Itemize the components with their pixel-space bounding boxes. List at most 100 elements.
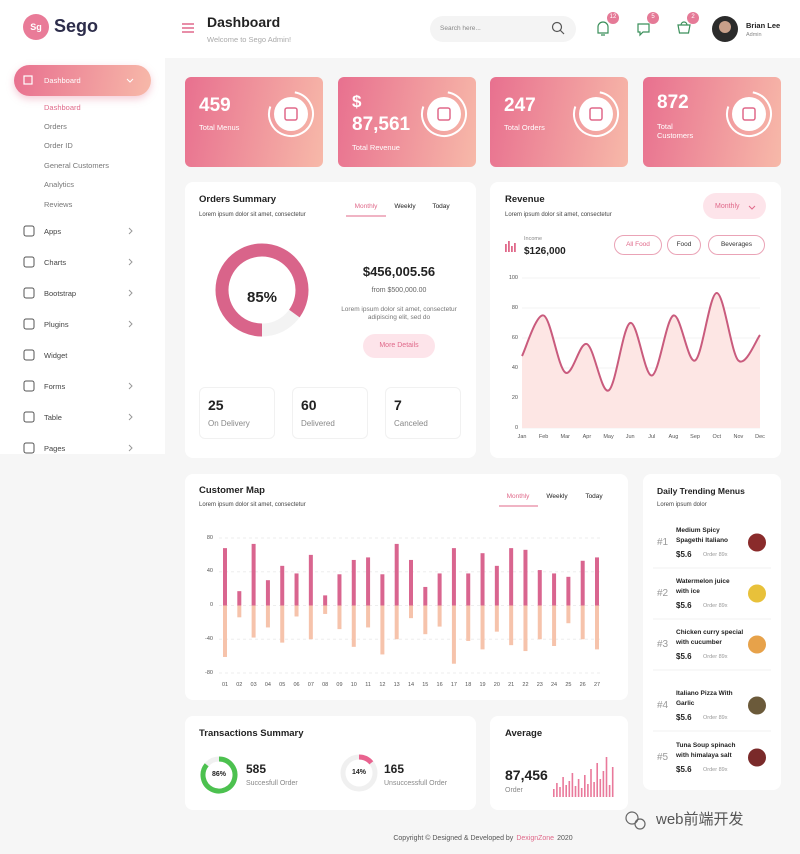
bar: [574, 786, 577, 797]
x-tick-label: 20: [493, 681, 500, 688]
menu-rank: #2: [657, 587, 669, 599]
menu-price: $5.6: [676, 713, 692, 723]
submenu-item[interactable]: Order ID: [44, 141, 73, 151]
stat-icon-bg: [579, 97, 613, 131]
income-icon: [511, 246, 513, 252]
filter-pill[interactable]: [708, 235, 765, 255]
bar: [437, 573, 442, 606]
x-tick-label: May: [603, 433, 614, 440]
stat-icon: [437, 107, 451, 121]
x-tick-label: 15: [422, 681, 429, 688]
x-tick-label: 07: [307, 681, 314, 688]
button-label[interactable]: More Details: [379, 341, 419, 349]
x-tick-label: Jul: [648, 433, 656, 440]
submenu-item[interactable]: General Customers: [44, 160, 110, 170]
filter-pill[interactable]: [614, 235, 662, 255]
bar: [351, 559, 356, 606]
filter-label[interactable]: Food: [676, 241, 692, 249]
menu-item[interactable]: Bootstrap: [44, 288, 77, 298]
donut-arc: [200, 756, 238, 794]
tab[interactable]: Weekly: [394, 203, 416, 211]
count-box: [385, 387, 461, 439]
bar: [223, 548, 227, 606]
filter-pill[interactable]: [667, 235, 701, 255]
y-tick-label: 20: [511, 394, 518, 401]
more-details-button[interactable]: [363, 334, 435, 358]
bar: [294, 605, 299, 617]
menu-item[interactable]: Charts: [44, 257, 67, 267]
filter-label[interactable]: Beverages: [720, 241, 753, 249]
stat-value: 459: [199, 94, 231, 116]
stat-label: Total Revenue: [352, 142, 400, 152]
gauge-arc: [215, 243, 309, 337]
y-tick-label: 100: [508, 274, 518, 281]
bar: [237, 605, 242, 618]
badge: [647, 12, 659, 24]
menu-label[interactable]: Dashboard: [44, 75, 81, 85]
card-subtitle: Lorem ipsum dolor sit amet, consectetur: [505, 212, 612, 219]
menu-orders: Order 89x: [703, 551, 728, 558]
transaction-label: Unsuccessfull Order: [384, 779, 448, 787]
search-box[interactable]: [430, 16, 576, 42]
dropdown[interactable]: [703, 193, 766, 219]
submenu-item[interactable]: Reviews: [44, 199, 73, 209]
menu-icon: [23, 349, 35, 361]
menu-image: [748, 533, 766, 552]
amount: $456,005.56: [362, 264, 436, 280]
count-label: On Delivery: [208, 419, 250, 429]
menu-rank: #4: [657, 699, 669, 711]
bar: [423, 586, 428, 606]
bar: [577, 779, 580, 797]
x-tick-label: Jan: [517, 433, 527, 440]
menu-item[interactable]: Plugins: [44, 319, 69, 329]
bar: [351, 605, 356, 647]
tab[interactable]: Today: [432, 203, 450, 211]
menu-item[interactable]: Apps: [44, 226, 62, 236]
submenu-item[interactable]: Dashboard: [44, 102, 81, 112]
x-tick-label: 23: [536, 681, 543, 688]
average-card: [490, 716, 628, 810]
bar: [337, 605, 342, 630]
tab[interactable]: Monthly: [506, 493, 530, 501]
line: [521, 291, 761, 392]
amount-from: from $500,000.00: [371, 286, 427, 294]
income-icon: [508, 241, 510, 252]
menu-item[interactable]: Forms: [44, 381, 66, 391]
menu-orders: Order 89x: [703, 602, 728, 609]
stat-label: Total Customers: [657, 121, 694, 140]
submenu-item[interactable]: Orders: [44, 121, 67, 131]
tab[interactable]: Monthly: [354, 203, 378, 211]
bar: [223, 605, 227, 657]
dropdown-label[interactable]: Monthly: [715, 202, 740, 210]
footer-text: Copyright © Designed & Developed by: [393, 835, 514, 842]
bar: [596, 763, 598, 797]
bar: [323, 595, 328, 606]
filter-label[interactable]: All Food: [626, 241, 650, 249]
menu-item[interactable]: Pages: [44, 443, 66, 453]
x-tick-label: 14: [407, 681, 415, 688]
menu-item[interactable]: Table: [44, 412, 62, 422]
bar: [251, 605, 256, 638]
chevron: [128, 289, 133, 297]
chevron: [128, 382, 133, 390]
count-label: Canceled: [394, 419, 428, 429]
avatar-face: [719, 21, 731, 33]
bar: [568, 781, 571, 797]
x-tick-label: Dec: [755, 433, 765, 440]
bar: [565, 785, 567, 797]
badge-count: 5: [651, 14, 655, 21]
menu-item[interactable]: Widget: [44, 350, 68, 360]
gauge-label: 85%: [246, 289, 278, 306]
x-tick-label: 05: [279, 681, 286, 688]
submenu-item[interactable]: Analytics: [44, 180, 75, 190]
menu-name: Italiano Pizza With Garlic: [676, 690, 733, 708]
menu-icon: [23, 318, 35, 330]
bar: [251, 543, 256, 606]
footer-brand[interactable]: DexignZone: [516, 835, 555, 842]
tab[interactable]: Weekly: [546, 493, 568, 501]
x-tick-label: 12: [379, 681, 386, 688]
tab[interactable]: Today: [585, 493, 603, 501]
trending-card: [643, 474, 781, 790]
y-tick-label: 60: [511, 334, 518, 341]
bar: [480, 605, 485, 650]
